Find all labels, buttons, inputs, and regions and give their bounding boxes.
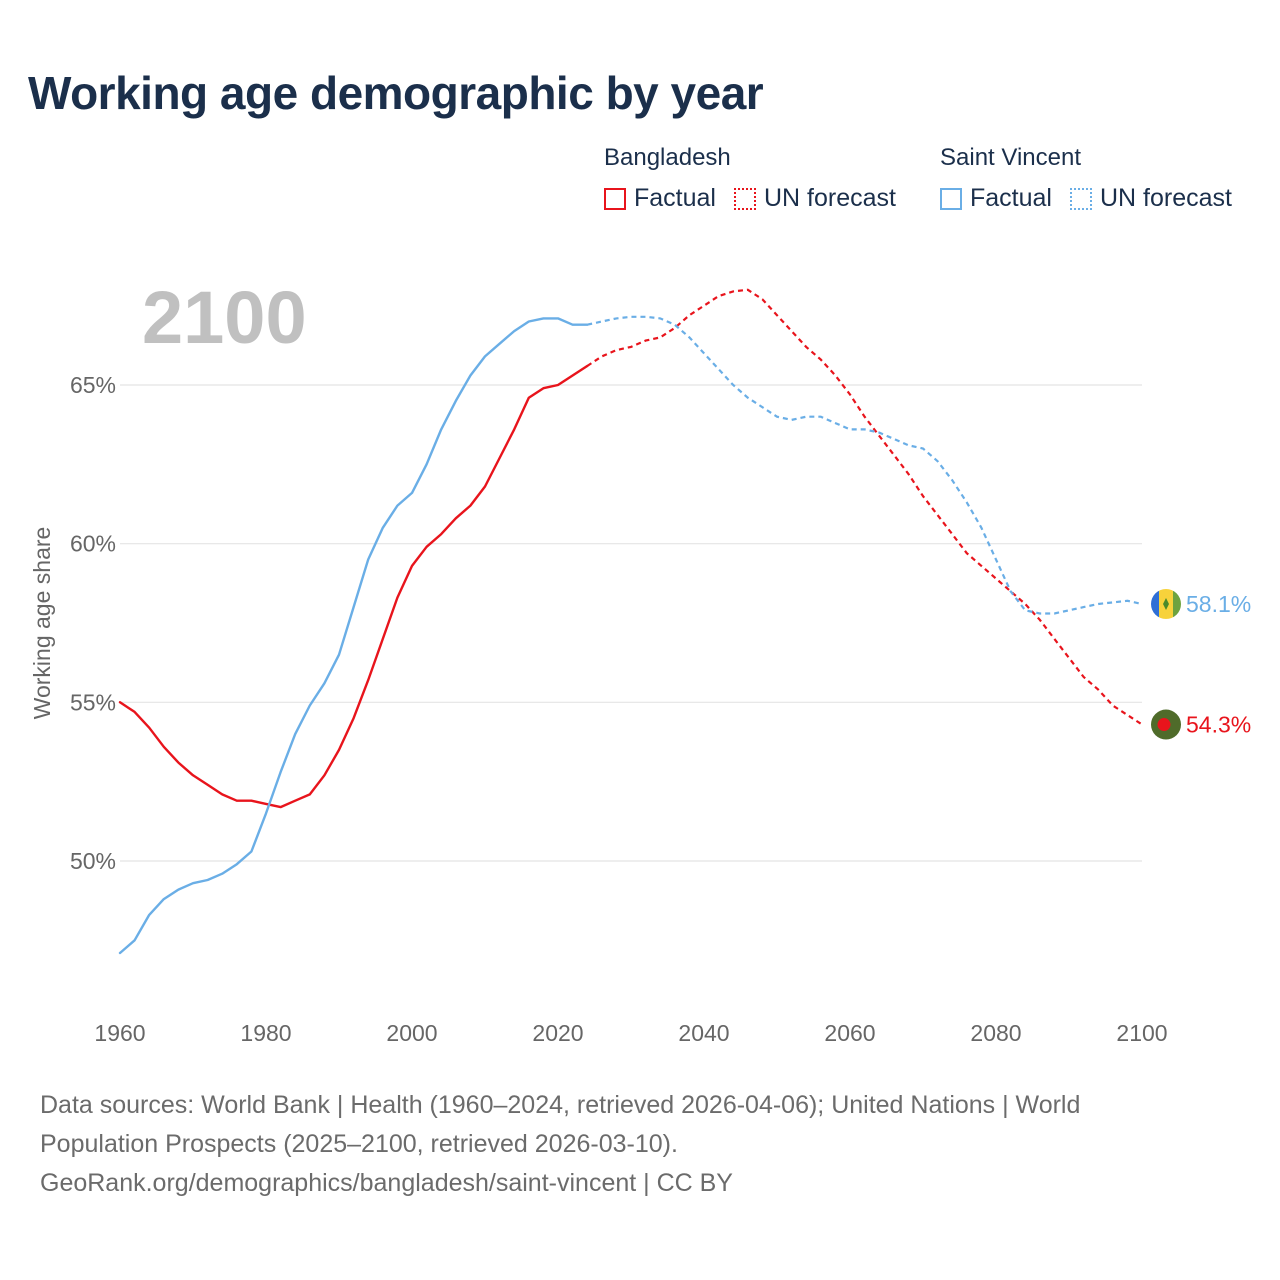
end-value-label-saint-vincent: 58.1% (1186, 591, 1251, 617)
flag-icon-saint-vincent (1151, 588, 1181, 619)
year-label: 2100 (142, 276, 307, 359)
gridlines (120, 384, 1142, 862)
flag-diamond (1163, 597, 1169, 610)
flag-icon-bangladesh (1151, 709, 1181, 740)
y-tick-label: 65% (70, 372, 116, 398)
legend-swatch-solid (940, 187, 962, 210)
legend-swatch-dotted (733, 187, 756, 210)
x-tick-label: 2060 (824, 1020, 875, 1046)
legend-group-saint-vincent: Saint Vincent Factual UN forecast (940, 144, 1232, 213)
x-axis-ticks: 1960 1980 2000 2020 2040 2060 2080 2100 (94, 1020, 1167, 1046)
x-tick-label: 2040 (678, 1020, 729, 1046)
x-tick-label: 1980 (240, 1020, 291, 1046)
legend-group-title: Saint Vincent (940, 144, 1081, 171)
series-line-saint-vincent-forecast (586, 315, 1143, 615)
y-tick-label: 50% (70, 848, 116, 874)
end-markers: 54.3% 58.1% (1151, 588, 1251, 740)
legend-item-bangladesh-factual[interactable]: Factual (604, 184, 716, 213)
series-line-bangladesh-forecast (586, 288, 1143, 726)
flag-stripes (1151, 588, 1181, 619)
y-tick-label: 55% (70, 689, 116, 715)
flag-disc (1157, 718, 1171, 732)
legend-item-saint-vincent-factual[interactable]: Factual (940, 184, 1052, 213)
legend-item-saint-vincent-forecast[interactable]: UN forecast (1069, 184, 1232, 213)
y-axis-ticks: 50% 55% 60% 65% (70, 372, 116, 874)
x-tick-label: 2100 (1116, 1020, 1167, 1046)
legend-label: UN forecast (1099, 184, 1232, 212)
legend-swatch-dotted (1069, 187, 1092, 210)
end-value-label-bangladesh: 54.3% (1186, 712, 1251, 738)
flag-stripe-green (1173, 588, 1181, 619)
x-tick-label: 2020 (532, 1020, 583, 1046)
legend-label: Factual (634, 184, 716, 212)
series-lines (118, 288, 1143, 955)
footer-source-line-1: Data sources: World Bank | Health (1960–… (40, 1091, 1081, 1119)
series-line-saint-vincent-factual (118, 317, 589, 955)
legend-item-bangladesh-forecast[interactable]: UN forecast (733, 184, 896, 213)
footer: Data sources: World Bank | Health (1960–… (40, 1086, 1240, 1203)
legend-group-bangladesh: Bangladesh Factual UN forecast (604, 144, 896, 213)
y-tick-label: 60% (70, 531, 116, 557)
chart-title: Working age demographic by year (28, 67, 764, 119)
line-chart: 2100 50% 55% 60% 65% 1960 1980 2000 2020 2040 20… (29, 276, 1251, 1046)
x-tick-label: 2080 (970, 1020, 1021, 1046)
footer-link[interactable]: GeoRank.org/demographics/bangladesh/sain… (40, 1169, 733, 1197)
x-tick-label: 1960 (94, 1020, 145, 1046)
footer-source-line-2: Population Prospects (2025–2100, retriev… (40, 1130, 678, 1158)
series-line-bangladesh-factual (118, 364, 589, 809)
legend-label: Factual (970, 184, 1052, 212)
legend-group-title: Bangladesh (604, 144, 731, 171)
legend-label: UN forecast (763, 184, 896, 212)
flag-stripe-blue (1151, 588, 1159, 619)
y-axis-label: Working age share (29, 527, 55, 720)
x-tick-label: 2000 (386, 1020, 437, 1046)
legend-swatch-solid (604, 187, 626, 210)
